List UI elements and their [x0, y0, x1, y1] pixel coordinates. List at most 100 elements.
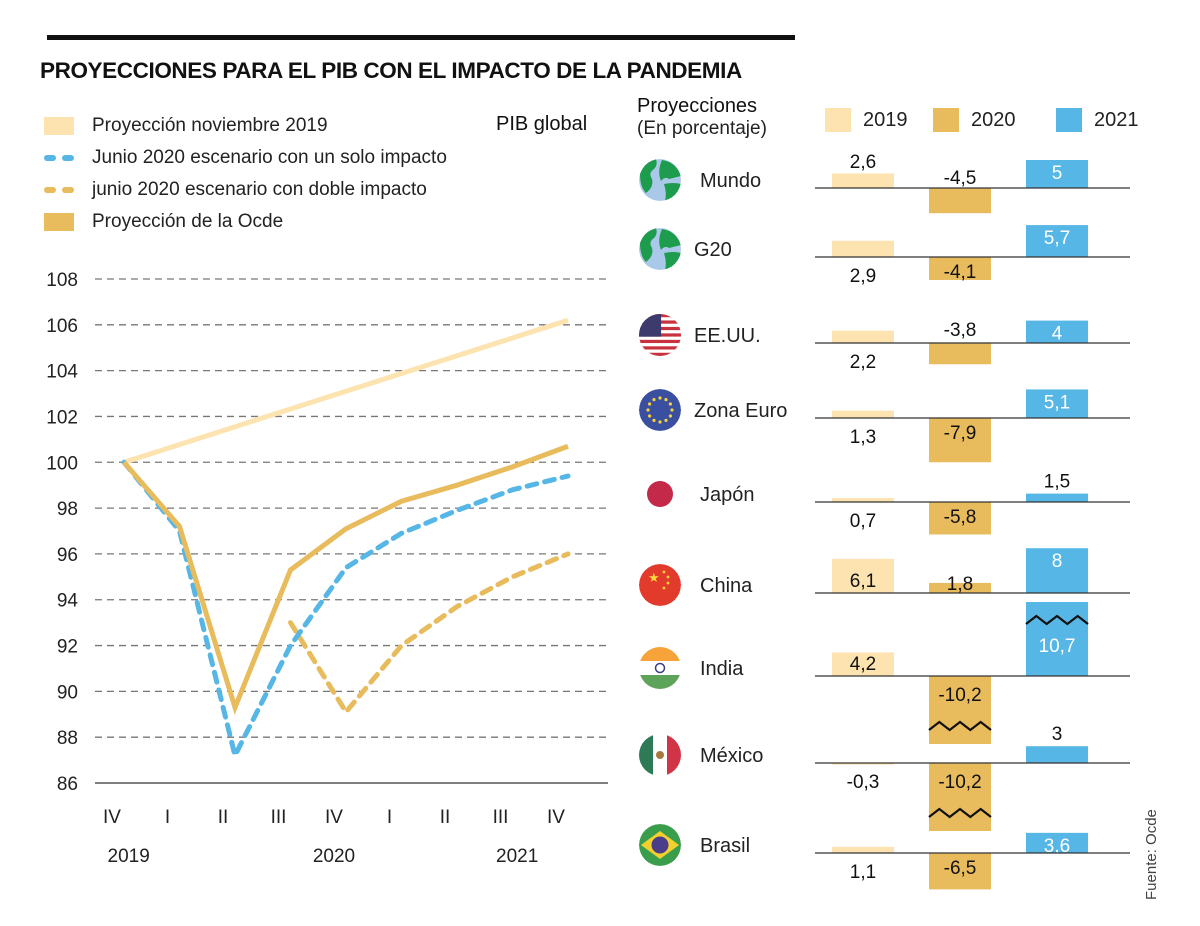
bar-2020 — [929, 502, 991, 535]
title-rule — [47, 35, 795, 40]
japan-flag-icon — [647, 481, 673, 507]
x-tick-label: IV — [547, 807, 565, 828]
bar-2021 — [1026, 746, 1088, 763]
bar-value-label: 4 — [1052, 324, 1063, 345]
legend-item-double-impact: junio 2020 escenario con doble impacto — [44, 174, 447, 206]
bar-value-label: -10,2 — [938, 772, 981, 793]
india-flag-icon — [639, 647, 681, 689]
bar-2020 — [929, 582, 991, 593]
bar-2021 — [1026, 160, 1088, 188]
y-tick-label: 92 — [57, 637, 78, 658]
x-tick-label: IV — [325, 807, 343, 828]
bar-value-label: 2,9 — [850, 266, 876, 287]
axis-break-icon — [928, 720, 992, 732]
legend-swatch — [1056, 108, 1082, 132]
bar-value-label: 1,1 — [850, 862, 876, 883]
country-label: Brasil — [700, 835, 750, 857]
bar-2020 — [929, 853, 991, 890]
usa-flag-icon — [639, 314, 681, 356]
x-tick-label: IV — [103, 807, 121, 828]
bar-2019 — [832, 410, 894, 418]
x-tick-label: I — [165, 807, 170, 828]
legend-swatch — [44, 213, 74, 231]
bar-value-label: 5,7 — [1044, 228, 1070, 249]
bar-2019 — [832, 846, 894, 853]
country-label: India — [700, 658, 744, 680]
legend-label: 2020 — [971, 108, 1016, 131]
y-tick-label: 106 — [46, 316, 78, 337]
globe-icon — [639, 228, 681, 270]
axis-break-icon — [928, 807, 992, 819]
bar-2019 — [832, 330, 894, 343]
country-label: Zona Euro — [694, 400, 787, 422]
series-line-0 — [123, 317, 569, 465]
bar-value-label: 1,5 — [1044, 472, 1070, 493]
bar-2020 — [929, 343, 991, 365]
bar-value-label: -10,2 — [938, 685, 981, 706]
x-year-label: 2019 — [108, 846, 150, 867]
bar-value-label: -7,9 — [944, 423, 977, 444]
y-tick-label: 108 — [46, 270, 78, 291]
x-year-label: 2021 — [496, 846, 538, 867]
y-tick-label: 102 — [46, 407, 78, 428]
bar-2019 — [832, 763, 894, 765]
bar-2019 — [832, 558, 894, 593]
y-tick-label: 98 — [57, 499, 78, 520]
bar-value-label: -3,8 — [944, 320, 977, 341]
bar-value-label: 8 — [1052, 551, 1063, 572]
y-tick-label: 94 — [57, 591, 79, 612]
country-label: G20 — [694, 239, 732, 261]
eu-flag-icon — [639, 389, 681, 431]
bar-2021 — [1026, 320, 1088, 343]
bar-value-label: 1,8 — [947, 574, 973, 595]
bar-2021 — [1026, 389, 1088, 418]
bar-value-label: 3,6 — [1044, 836, 1070, 857]
bar-2020 — [929, 257, 991, 280]
bar-value-label: 10,7 — [1039, 636, 1076, 657]
bar-value-label: 5,1 — [1044, 392, 1070, 413]
legend-label: 2019 — [863, 108, 908, 131]
bar-2020 — [929, 188, 991, 214]
svg-text:★: ★ — [648, 571, 660, 586]
x-tick-label: II — [440, 807, 451, 828]
bar-2019 — [832, 652, 894, 676]
bar-value-label: -4,1 — [944, 262, 977, 283]
legend-label: Junio 2020 escenario con un solo impacto — [92, 147, 447, 168]
bar-2019 — [832, 173, 894, 188]
legend-item-nov2019: Proyección noviembre 2019 — [44, 110, 447, 142]
legend-label: junio 2020 escenario con doble impacto — [92, 179, 427, 200]
bar-value-label: -0,3 — [847, 772, 880, 793]
legend-label: Proyección noviembre 2019 — [92, 115, 328, 136]
brazil-flag-icon — [639, 824, 681, 866]
x-tick-label: I — [387, 807, 392, 828]
legend-label: Proyección de la Ocde — [92, 211, 284, 232]
bar-legend-2019: 2019 — [825, 108, 908, 132]
legend-swatch — [933, 108, 959, 132]
bar-panel-subtitle: (En porcentaje) — [637, 118, 767, 139]
china-flag-icon: ★ — [639, 564, 681, 606]
x-tick-label: III — [271, 807, 287, 828]
x-year-label: 2020 — [313, 846, 355, 867]
country-label: EE.UU. — [694, 325, 761, 347]
y-tick-label: 104 — [46, 362, 78, 383]
source-note: Fuente: Ocde — [1143, 809, 1160, 900]
bar-value-label: -6,5 — [944, 858, 977, 879]
country-label: México — [700, 745, 763, 767]
legend-dash — [44, 155, 74, 161]
bar-value-label: 0,7 — [850, 511, 876, 532]
x-tick-label: III — [493, 807, 509, 828]
x-tick-label: II — [218, 807, 229, 828]
bar-value-label: 5 — [1052, 163, 1063, 184]
bar-legend-2021: 2021 — [1056, 108, 1139, 132]
bar-value-label: 3 — [1052, 724, 1063, 745]
bar-2021 — [1026, 225, 1088, 257]
y-tick-label: 96 — [57, 545, 78, 566]
bar-2020 — [929, 676, 991, 744]
bar-2020 — [929, 418, 991, 463]
bar-legend-2020: 2020 — [933, 108, 1016, 132]
bar-2021 — [1026, 832, 1088, 853]
mexico-flag-icon — [639, 734, 681, 776]
bar-value-label: 4,2 — [850, 654, 876, 675]
y-tick-label: 88 — [57, 728, 78, 749]
